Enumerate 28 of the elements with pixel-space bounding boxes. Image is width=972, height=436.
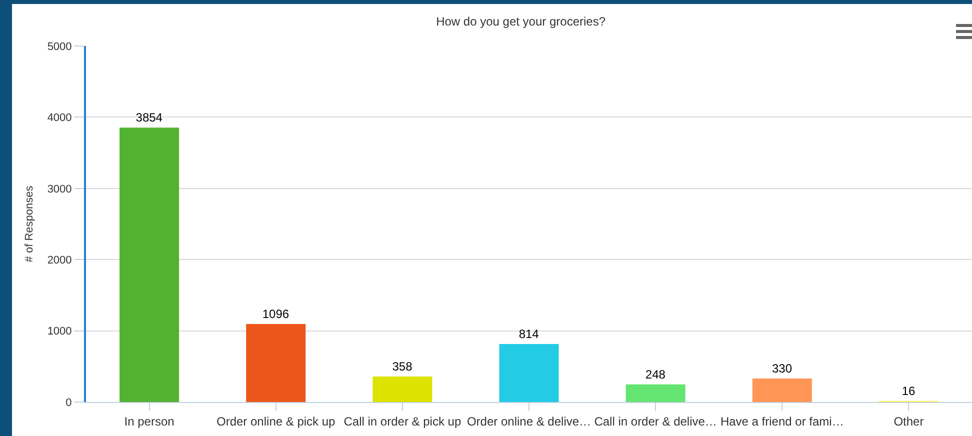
x-tick-label: In person [124,414,174,428]
y-tick-label: 3000 [47,183,72,196]
bar [626,384,686,402]
data-label: 1096 [262,306,290,321]
y-axis-title: # of Responses [23,185,36,262]
x-tick-label: Call in order & pick up [344,414,462,428]
data-label: 3854 [136,110,163,125]
x-tick-label: Call in order & delive… [594,414,717,428]
x-tick-label: Have a friend or fami… [720,414,844,428]
x-tick-label: Order online & delive… [466,414,592,428]
bar [372,376,432,402]
data-label: 814 [518,327,540,342]
bar [752,378,812,402]
y-tick-label: 0 [66,396,72,409]
data-label: 330 [772,362,792,376]
bar [246,324,306,402]
x-tick-label: Order online & pick up [216,414,336,428]
y-tick-label: 4000 [47,112,72,124]
bar [499,344,559,402]
y-tick-label: 1000 [47,326,72,338]
x-tick-label: Other [894,414,924,428]
data-label: 248 [645,367,666,382]
bar [120,128,180,402]
data-label: 16 [902,384,916,398]
chart-title: How do you get your groceries? [436,14,606,28]
data-label: 358 [392,360,413,374]
y-tick-label: 2000 [47,254,72,266]
y-tick-label: 5000 [47,40,72,53]
